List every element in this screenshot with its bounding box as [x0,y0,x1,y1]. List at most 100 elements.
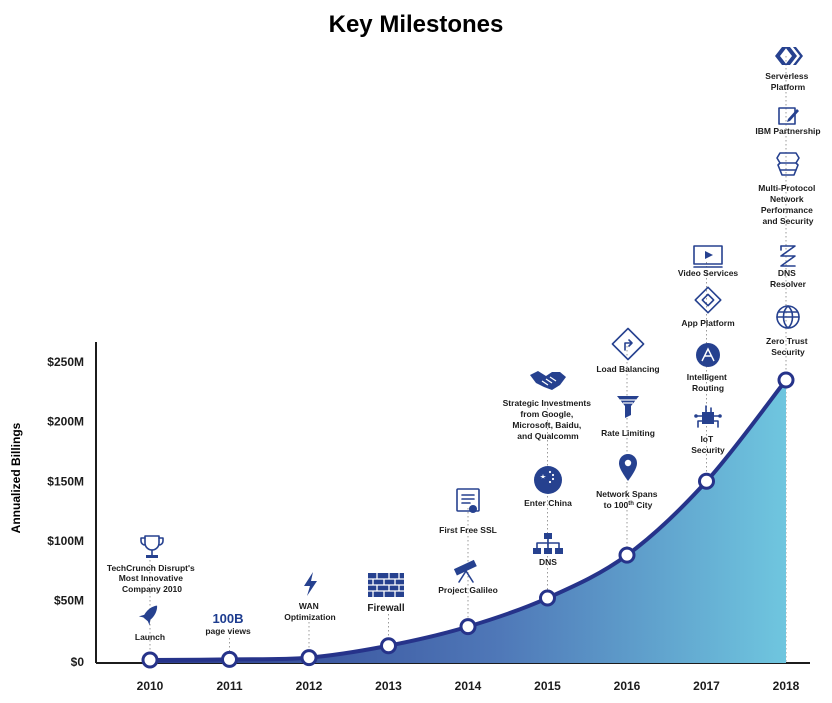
award-line-2: Most Innovative [119,573,184,583]
wan-optimization-label: WAN Optimization [284,601,335,622]
dns-resolver-label: DNS Resolver [770,268,807,289]
multi-line-4: and Security [762,216,813,226]
route-arrow-icon [611,327,645,361]
network-tree-icon [533,533,563,554]
x-tick-label: 2016 [614,679,641,693]
app-platform-label: App Platform [681,318,735,328]
x-tick-label: 2015 [534,679,561,693]
certificate-icon [456,488,480,513]
project-galileo-label: Project Galileo [438,585,498,595]
x-tick-label: 2012 [296,679,323,693]
milestone-2013: Firewall [367,573,405,614]
network-line-2: to 100th City [604,500,653,510]
y-tick-label: $200M [47,415,84,429]
globe-icon [776,305,800,329]
data-point [618,546,636,564]
invest-line-4: and Qualcomm [517,431,579,441]
layers-icon [776,152,800,176]
first-free-ssl-label: First Free SSL [439,525,497,535]
data-point [777,371,795,389]
billings-line [149,378,788,662]
data-point [141,651,159,669]
zero-trust-label: Zero Trust Security [766,336,810,357]
page-views-number: 100B [212,611,243,626]
milestone-award-text: TechCrunch Disrupt's Most Innovative Com… [107,563,197,594]
network-line-2b: City [634,500,653,510]
network-line-1: Network Spans [596,489,658,499]
iot-line-1: IoT [700,434,714,444]
milestone-2017: Video Services App Platform Intelligent … [678,245,738,455]
data-point [459,618,477,636]
x-tick-label: 2013 [375,679,402,693]
y-tick-labels: $0 $50M $100M $150M $200M $250M [47,355,84,669]
serverless-line-1: Serverless [765,71,808,81]
brick-wall-icon [368,573,404,597]
firewall-label: Firewall [367,603,404,614]
data-point [380,637,397,655]
serverless-line-2: Platform [771,82,806,92]
multi-protocol-label: Multi-Protocol Network Performance and S… [758,183,818,226]
routing-line-1: Intelligent [687,372,727,382]
trophy-icon [140,535,164,558]
iot-chip-icon [694,405,722,428]
strategic-investments-label: Strategic Investments from Google, Micro… [503,398,594,441]
launch-label: Launch [135,632,165,642]
chevrons-icon [775,47,803,65]
video-player-icon [693,245,723,268]
diamond-icon [694,286,722,314]
x-tick-label: 2011 [216,679,242,693]
resolver-line-1: DNS [778,268,796,278]
milestone-2011: 100B page views [205,611,251,636]
y-tick-label: $100M [47,534,84,548]
wan-line-2: Optimization [284,612,335,622]
data-point [221,650,238,668]
award-line-3: Company 2010 [122,584,182,594]
network-line-2a: to 100 [604,500,629,510]
area-layer [149,378,788,663]
chart-title: Key Milestones [329,11,504,38]
multi-line-1: Multi-Protocol [758,183,815,193]
multi-line-2: Network [770,194,804,204]
handshake-icon [530,371,566,390]
milestone-2014: First Free SSL Project Galileo [438,488,498,595]
map-pin-icon [619,454,637,481]
milestone-2012: WAN Optimization [284,572,336,622]
zero-line-2: Security [771,347,805,357]
invest-line-1: Strategic Investments [503,398,592,408]
y-axis-label: Annualized Billings [9,422,23,533]
china-flag-icon [534,466,562,494]
rocket-icon [138,605,158,626]
network-spans-label: Network Spans to 100th City [596,489,660,510]
routing-icon [696,343,720,367]
data-points [141,371,795,669]
ibm-partnership-label: IBM Partnership [755,126,820,136]
page-views-label: page views [205,626,251,636]
serverless-platform-label: Serverless Platform [765,71,810,92]
x-tick-label: 2018 [773,679,800,693]
x-tick-label: 2014 [455,679,482,693]
y-tick-label: $150M [47,474,84,488]
award-line-1: TechCrunch Disrupt's [107,563,195,573]
zero-line-1: Zero Trust [766,336,808,346]
multi-line-3: Performance [761,205,813,215]
x-tick-labels: 2010 2011 2012 2013 2014 2015 2016 2017 2018 [137,679,800,693]
resolver-line-2: Resolver [770,279,807,289]
lightning-bolt-icon [304,572,317,596]
milestone-2010: TechCrunch Disrupt's Most Innovative Com… [107,535,197,642]
data-point [300,649,318,667]
milestone-2016: Load Balancing Rate Limiting Network Spa… [596,327,660,510]
load-balancing-label: Load Balancing [596,364,659,374]
rate-limiting-label: Rate Limiting [601,428,655,438]
invest-line-2: from Google, [520,409,573,419]
y-tick-label: $250M [47,355,84,369]
iot-security-label: IoT Security [691,434,725,455]
y-tick-label: $0 [71,655,85,669]
network-sup: th [628,501,634,507]
milestone-2018: Serverless Platform IBM Partnership Mult… [755,47,821,357]
telescope-icon [453,559,477,583]
y-tick-label: $50M [54,593,84,607]
x-tick-label: 2010 [137,679,164,693]
zigzag-icon [780,245,796,267]
invest-line-3: Microsoft, Baidu, [512,420,581,430]
